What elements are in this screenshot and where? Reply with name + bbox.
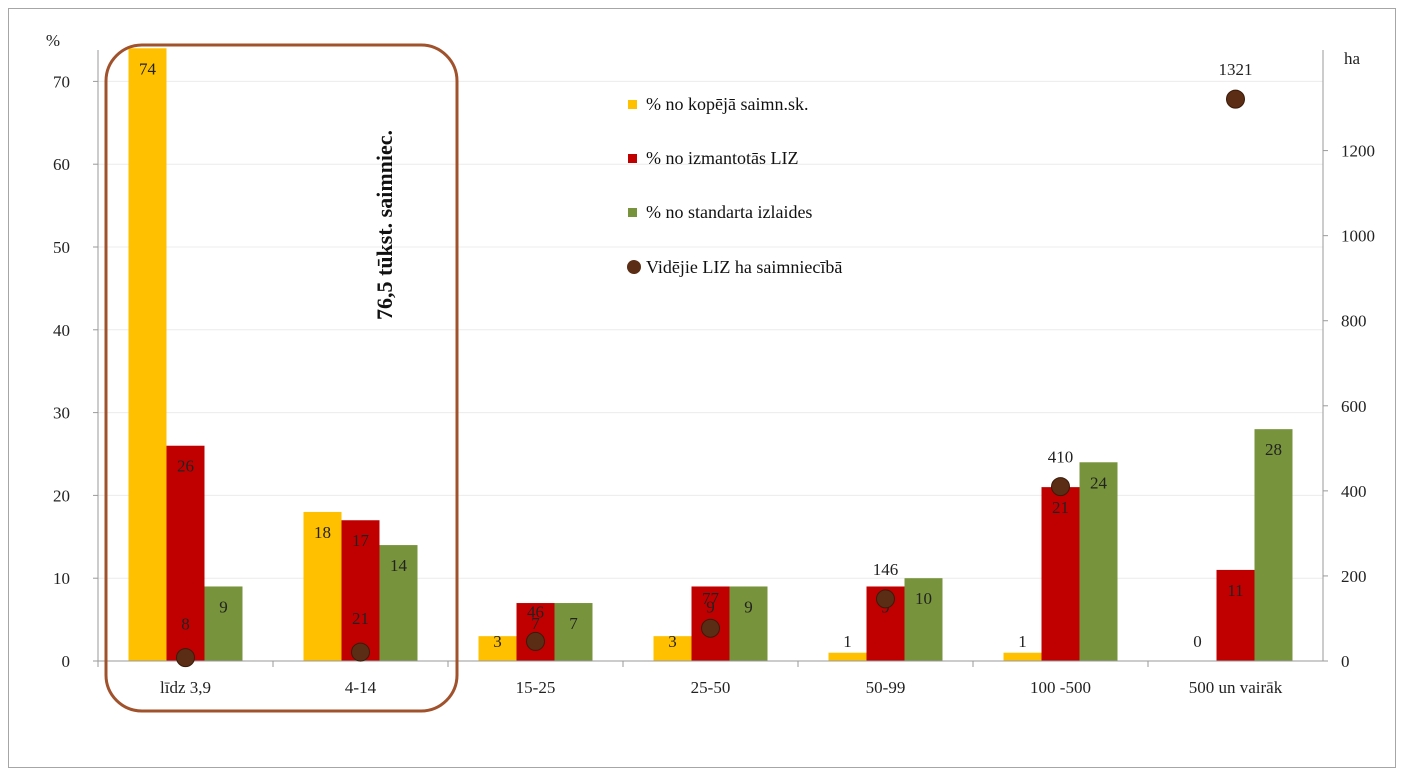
legend: % no kopējā saimn.sk. % no izmantotās LIZ… bbox=[627, 94, 842, 277]
bar-value-label: 21 bbox=[1052, 498, 1069, 517]
x-tick-label: 15-25 bbox=[516, 678, 556, 697]
bar bbox=[653, 636, 692, 661]
avg-value-label: 8 bbox=[181, 615, 190, 634]
bar-value-label: 24 bbox=[1090, 473, 1108, 492]
legend-swatch bbox=[628, 208, 637, 217]
x-tick-label: 25-50 bbox=[691, 678, 731, 697]
avg-dot bbox=[526, 631, 545, 651]
bars bbox=[128, 48, 1293, 661]
y-tick-label: 0 bbox=[62, 652, 71, 671]
y2-axis-label: ha bbox=[1344, 49, 1361, 68]
avg-dot bbox=[1226, 89, 1245, 109]
avg-value-label: 410 bbox=[1048, 448, 1074, 467]
bar-value-label: 10 bbox=[915, 589, 932, 608]
bar bbox=[904, 578, 943, 661]
bar-value-label: 74 bbox=[139, 59, 157, 78]
bar bbox=[478, 636, 517, 661]
bar bbox=[128, 48, 167, 661]
bar-value-label: 9 bbox=[219, 597, 228, 616]
bar-value-label: 9 bbox=[706, 597, 715, 616]
x-tick-label: 500 un vairāk bbox=[1189, 678, 1283, 697]
bar bbox=[1079, 462, 1118, 661]
data-labels: 7426918171437739919101212401128821467714… bbox=[139, 59, 1282, 668]
bar bbox=[1216, 569, 1255, 661]
grid-lines bbox=[98, 80, 1323, 579]
legend-label: % no kopējā saimn.sk. bbox=[646, 94, 808, 114]
bar bbox=[303, 511, 342, 661]
bar bbox=[1254, 429, 1293, 661]
x-tick-label: 4-14 bbox=[345, 678, 377, 697]
y2-tick-label: 600 bbox=[1341, 397, 1367, 416]
bar bbox=[1041, 487, 1080, 661]
bar-value-label: 11 bbox=[1227, 581, 1243, 600]
bar bbox=[828, 652, 867, 661]
annotation: 76,5 tūkst. saimniec. bbox=[104, 43, 459, 713]
bar bbox=[729, 586, 768, 661]
bar-value-label: 7 bbox=[531, 614, 540, 633]
avg-dot bbox=[351, 642, 370, 662]
bar bbox=[1003, 652, 1042, 661]
avg-value-label: 1321 bbox=[1219, 60, 1253, 79]
y-tick-label: 30 bbox=[53, 404, 70, 423]
avg-dot bbox=[176, 648, 195, 668]
legend-label: Vidējie LIZ ha saimniecībā bbox=[646, 257, 842, 277]
legend-label: % no standarta izlaides bbox=[646, 202, 812, 222]
y2-tick-label: 1200 bbox=[1341, 142, 1375, 161]
bar-value-label: 3 bbox=[668, 632, 677, 651]
avg-value-label: 46 bbox=[527, 602, 544, 621]
bar bbox=[166, 445, 205, 661]
y2-tick-label: 200 bbox=[1341, 567, 1367, 586]
avg-value-label: 146 bbox=[873, 560, 899, 579]
chart-frame bbox=[8, 8, 1396, 768]
bar-value-label: 17 bbox=[352, 531, 370, 550]
bar-value-label: 26 bbox=[177, 457, 194, 476]
avg-dot bbox=[876, 589, 895, 609]
bar-value-label: 1 bbox=[1018, 632, 1027, 651]
avg-value-label: 77 bbox=[702, 589, 720, 608]
bar bbox=[204, 586, 243, 661]
bar bbox=[379, 545, 418, 661]
bar-value-label: 9 bbox=[744, 597, 753, 616]
bar-value-label: 1 bbox=[843, 632, 852, 651]
y-tick-label: 20 bbox=[53, 486, 70, 505]
bar-value-label: 18 bbox=[314, 523, 331, 542]
y2-tick-label: 800 bbox=[1341, 312, 1367, 331]
axes: 010203040506070020040060080010001200līdz… bbox=[46, 31, 1375, 697]
bar-value-label: 7 bbox=[569, 614, 578, 633]
x-tick-label: līdz 3,9 bbox=[160, 678, 211, 697]
annotation-text: 76,5 tūkst. saimniec. bbox=[372, 130, 397, 320]
legend-swatch bbox=[627, 260, 641, 274]
avg-value-label: 21 bbox=[352, 609, 369, 628]
y2-tick-label: 0 bbox=[1341, 652, 1350, 671]
bar-value-label: 14 bbox=[390, 556, 408, 575]
bar-value-label: 0 bbox=[1193, 632, 1202, 651]
bar bbox=[554, 603, 593, 661]
x-tick-label: 50-99 bbox=[866, 678, 906, 697]
bar bbox=[341, 520, 380, 661]
legend-swatch bbox=[628, 100, 637, 109]
y-tick-label: 40 bbox=[53, 321, 70, 340]
y-tick-label: 10 bbox=[53, 569, 70, 588]
x-tick-label: 100 -500 bbox=[1030, 678, 1091, 697]
bar-value-label: 3 bbox=[493, 632, 502, 651]
bar-value-label: 28 bbox=[1265, 440, 1282, 459]
y-axis-label: % bbox=[46, 31, 60, 50]
y-tick-label: 50 bbox=[53, 238, 70, 257]
avg-dot bbox=[1051, 477, 1070, 497]
legend-swatch bbox=[628, 154, 637, 163]
y-tick-label: 60 bbox=[53, 155, 70, 174]
y-tick-label: 70 bbox=[53, 72, 70, 91]
annotation-box bbox=[104, 43, 459, 713]
y2-tick-label: 1000 bbox=[1341, 227, 1375, 246]
avg-dot bbox=[701, 618, 720, 638]
y2-tick-label: 400 bbox=[1341, 482, 1367, 501]
legend-label: % no izmantotās LIZ bbox=[646, 148, 798, 168]
